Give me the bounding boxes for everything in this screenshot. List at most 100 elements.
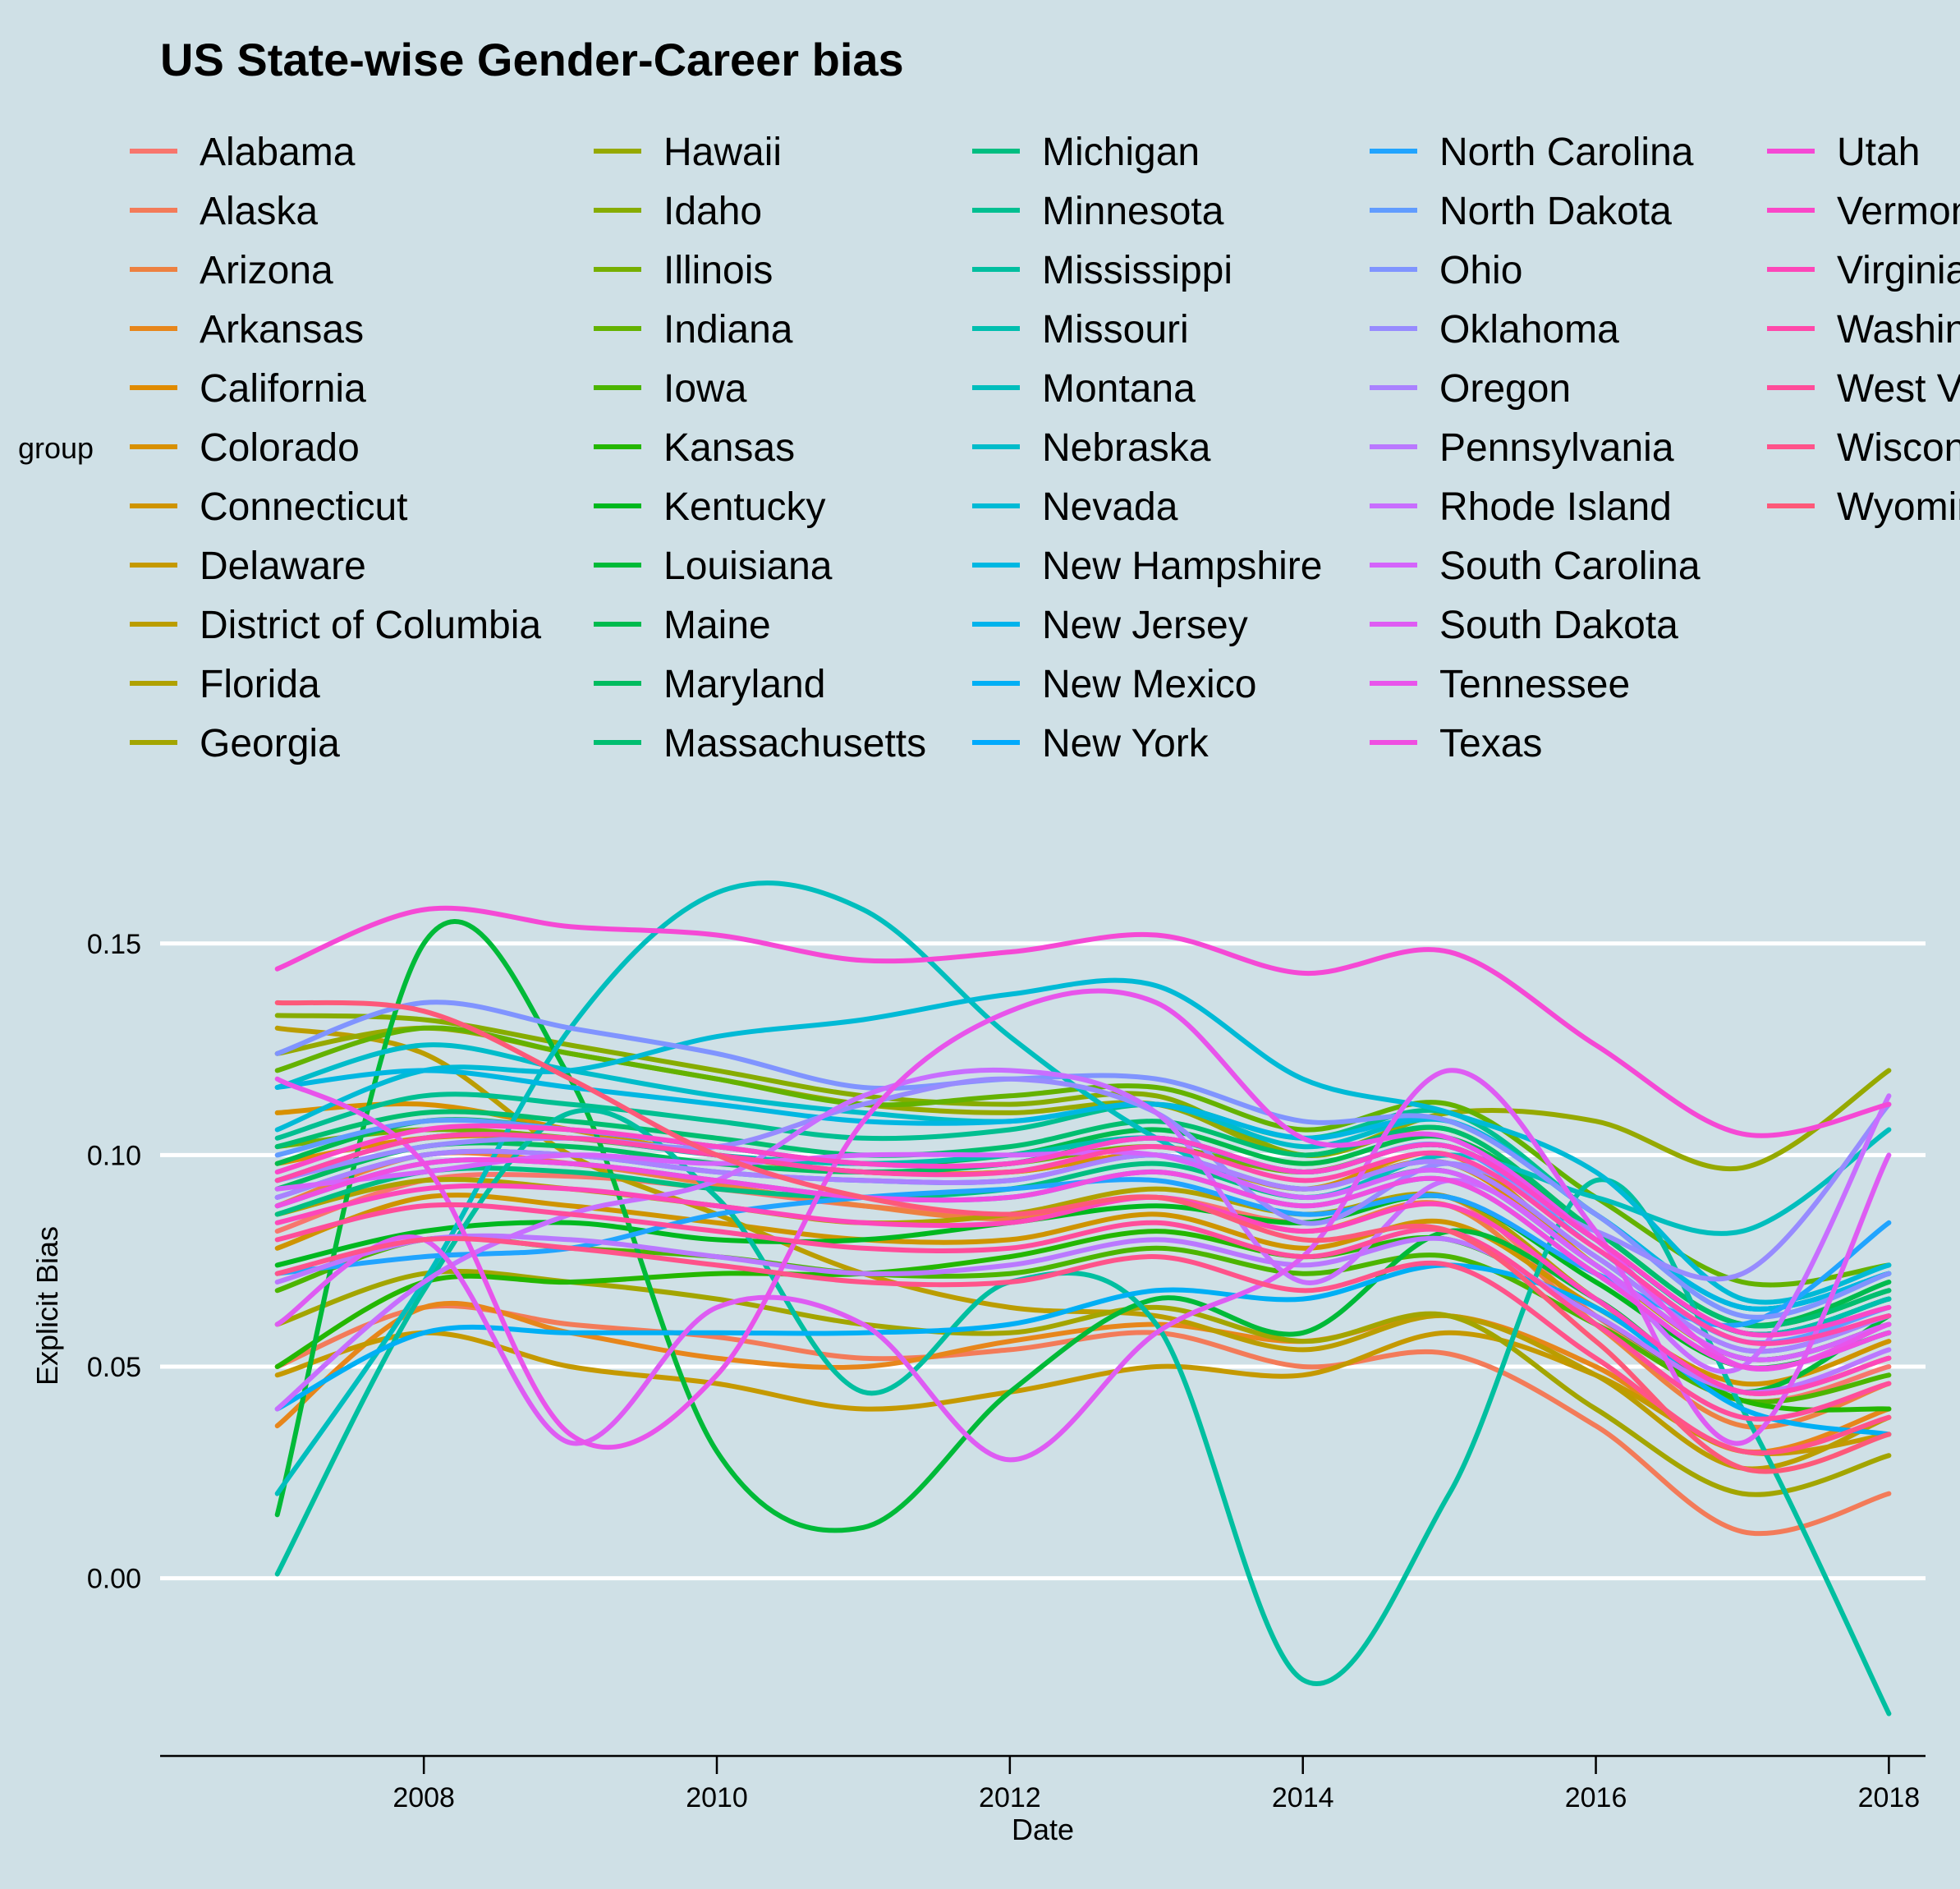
- series-line-texas: [274, 1157, 1892, 1371]
- legend-label: Colorado: [200, 426, 360, 470]
- legend-item-virginia: Virginia: [1767, 249, 1960, 292]
- legend-label: Montana: [1042, 367, 1196, 411]
- legend-item-alaska: Alaska: [130, 190, 318, 233]
- legend-label: Tennessee: [1439, 663, 1630, 706]
- legend-label: Vermont: [1837, 190, 1960, 233]
- x-tick-label: 2008: [392, 1782, 455, 1813]
- legend-item-florida: Florida: [130, 663, 320, 706]
- legend-label: Arkansas: [200, 308, 364, 352]
- legend-label: Oregon: [1439, 367, 1571, 411]
- series-line-alaska: [274, 1303, 1892, 1537]
- legend-item-vermont: Vermont: [1767, 190, 1960, 233]
- x-tick-label: 2016: [1565, 1782, 1627, 1813]
- series-line-west-virginia: [274, 1202, 1892, 1422]
- legend-label: Kansas: [663, 426, 795, 470]
- legend-items: Alabama Alaska Arizona Arkansas California Co…: [130, 131, 1960, 765]
- legend-item-south-dakota: South Dakota: [1370, 604, 1678, 647]
- legend-label: Delaware: [200, 545, 366, 588]
- series-line-south-dakota: [274, 1068, 1892, 1463]
- legend-label: Alaska: [200, 190, 318, 233]
- legend-item-iowa: Iowa: [594, 367, 747, 411]
- legend-item-oregon: Oregon: [1370, 367, 1571, 411]
- legend-label: California: [200, 367, 366, 411]
- legend-item-new-hampshire: New Hampshire: [972, 545, 1322, 588]
- legend-item-texas: Texas: [1370, 722, 1542, 765]
- legend-item-montana: Montana: [972, 367, 1196, 411]
- legend-label: Rhode Island: [1439, 485, 1672, 529]
- legend-label: Illinois: [663, 249, 773, 292]
- series-line-wisconsin: [274, 1236, 1892, 1455]
- legend-label: Minnesota: [1042, 190, 1224, 233]
- legend-label: New Jersey: [1042, 604, 1248, 647]
- legend-item-district-of-columbia: District of Columbia: [130, 604, 541, 647]
- y-axis-label: Explicit Bias: [30, 1226, 64, 1386]
- legend-item-alabama: Alabama: [130, 131, 356, 174]
- legend-item-arkansas: Arkansas: [130, 308, 364, 352]
- series-line-kentucky: [274, 1193, 1892, 1371]
- legend-label: Georgia: [200, 722, 340, 765]
- legend-item-north-carolina: North Carolina: [1370, 131, 1694, 174]
- legend-item-louisiana: Louisiana: [594, 545, 833, 588]
- legend-item-wisconsin: Wisconsin: [1767, 426, 1960, 470]
- legend-item-nevada: Nevada: [972, 485, 1178, 529]
- legend-label: South Dakota: [1439, 604, 1678, 647]
- legend-label: North Dakota: [1439, 190, 1672, 233]
- legend-item-idaho: Idaho: [594, 190, 762, 233]
- legend-label: New Mexico: [1042, 663, 1256, 706]
- legend-item-massachusetts: Massachusetts: [594, 722, 926, 765]
- series-line-new-mexico: [274, 1262, 1892, 1437]
- series-line-vermont: [274, 1123, 1892, 1338]
- legend-label: West Virginia: [1837, 367, 1960, 411]
- y-tick-label: 0.00: [87, 1564, 141, 1595]
- legend-label: Utah: [1837, 131, 1920, 174]
- legend-label: Alabama: [200, 131, 356, 174]
- legend-item-south-carolina: South Carolina: [1370, 545, 1701, 588]
- legend-item-pennsylvania: Pennsylvania: [1370, 426, 1674, 470]
- legend-item-illinois: Illinois: [594, 249, 773, 292]
- legend-item-oklahoma: Oklahoma: [1370, 308, 1619, 352]
- legend-item-wyoming: Wyoming: [1767, 485, 1960, 529]
- legend-item-california: California: [130, 367, 366, 411]
- y-axis-ticks: 0.00 0.05 0.10 0.15: [87, 929, 141, 1595]
- legend-item-tennessee: Tennessee: [1370, 663, 1630, 706]
- series-line-wyoming: [274, 1000, 1892, 1474]
- legend-label: Nevada: [1042, 485, 1178, 529]
- legend-label: District of Columbia: [200, 604, 541, 647]
- legend-item-kentucky: Kentucky: [594, 485, 825, 529]
- legend-title: group: [18, 431, 94, 465]
- legend-label: North Carolina: [1439, 131, 1694, 174]
- legend-label: Indiana: [663, 308, 793, 352]
- plot-area: 2008 2010 2012 2014 2016 2018 0.00 0.05 0.10 0.1…: [87, 880, 1926, 1813]
- legend-item-indiana: Indiana: [594, 308, 793, 352]
- legend-item-minnesota: Minnesota: [972, 190, 1224, 233]
- legend-label: Virginia: [1837, 249, 1960, 292]
- legend-label: Ohio: [1439, 249, 1522, 292]
- legend-item-georgia: Georgia: [130, 722, 340, 765]
- legend-item-utah: Utah: [1767, 131, 1920, 174]
- legend-item-kansas: Kansas: [594, 426, 795, 470]
- legend-item-north-dakota: North Dakota: [1370, 190, 1672, 233]
- legend-item-hawaii: Hawaii: [594, 131, 782, 174]
- legend-label: Michigan: [1042, 131, 1200, 174]
- legend-label: Kentucky: [663, 485, 825, 529]
- x-tick-label: 2010: [686, 1782, 748, 1813]
- chart-title: US State-wise Gender-Career bias: [160, 34, 904, 85]
- legend-item-maryland: Maryland: [594, 663, 825, 706]
- series-line-mississippi: [274, 1107, 1892, 1717]
- series-line-indiana: [274, 1025, 1892, 1288]
- legend-item-ohio: Ohio: [1370, 249, 1522, 292]
- x-tick-label: 2018: [1858, 1782, 1921, 1813]
- legend-item-rhode-island: Rhode Island: [1370, 485, 1672, 529]
- legend-item-michigan: Michigan: [972, 131, 1200, 174]
- legend-label: New York: [1042, 722, 1210, 765]
- legend-label: South Carolina: [1439, 545, 1701, 588]
- x-tick-label: 2012: [979, 1782, 1041, 1813]
- legend-label: Massachusetts: [663, 722, 926, 765]
- x-tick-label: 2014: [1272, 1782, 1334, 1813]
- legend-item-colorado: Colorado: [130, 426, 360, 470]
- legend-label: Pennsylvania: [1439, 426, 1674, 470]
- legend-item-mississippi: Mississippi: [972, 249, 1232, 292]
- legend-label: Mississippi: [1042, 249, 1232, 292]
- series-line-arkansas: [274, 1300, 1892, 1455]
